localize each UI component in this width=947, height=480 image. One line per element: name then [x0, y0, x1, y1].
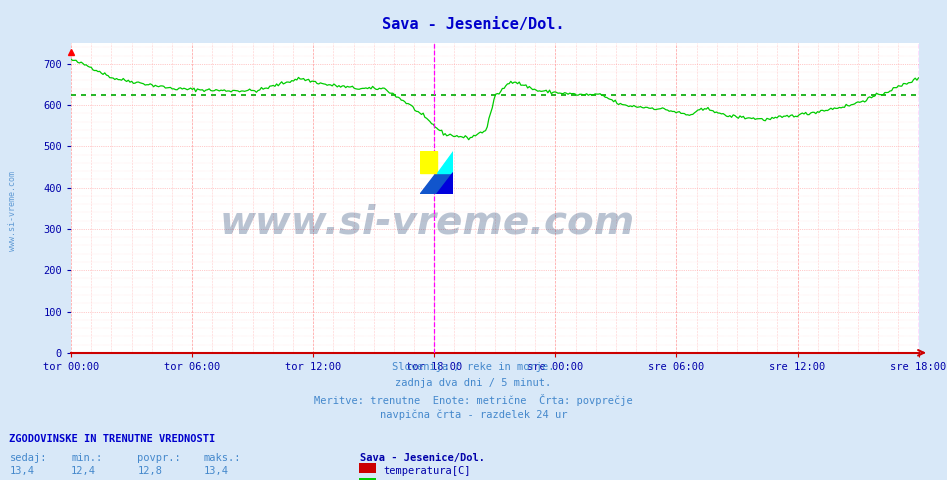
Text: sedaj:: sedaj: — [9, 453, 47, 463]
Text: 12,8: 12,8 — [137, 466, 162, 476]
Text: zadnja dva dni / 5 minut.: zadnja dva dni / 5 minut. — [396, 378, 551, 388]
Text: min.:: min.: — [71, 453, 102, 463]
Text: povpr.:: povpr.: — [137, 453, 181, 463]
Polygon shape — [437, 151, 454, 173]
Text: maks.:: maks.: — [204, 453, 241, 463]
Text: Sava - Jesenice/Dol.: Sava - Jesenice/Dol. — [383, 17, 564, 32]
Text: www.si-vreme.com: www.si-vreme.com — [220, 204, 634, 242]
Text: www.si-vreme.com: www.si-vreme.com — [8, 171, 17, 251]
Polygon shape — [420, 173, 454, 194]
Polygon shape — [437, 173, 454, 194]
Text: Sava - Jesenice/Dol.: Sava - Jesenice/Dol. — [360, 453, 485, 463]
Text: 13,4: 13,4 — [204, 466, 228, 476]
Text: Meritve: trenutne  Enote: metrične  Črta: povprečje: Meritve: trenutne Enote: metrične Črta: … — [314, 394, 633, 406]
Text: Slovenija / reke in morje.: Slovenija / reke in morje. — [392, 362, 555, 372]
Text: 12,4: 12,4 — [71, 466, 96, 476]
Text: ZGODOVINSKE IN TRENUTNE VREDNOSTI: ZGODOVINSKE IN TRENUTNE VREDNOSTI — [9, 434, 216, 444]
Text: temperatura[C]: temperatura[C] — [384, 466, 471, 476]
Bar — [420, 151, 437, 173]
Text: navpična črta - razdelek 24 ur: navpična črta - razdelek 24 ur — [380, 410, 567, 420]
Text: 13,4: 13,4 — [9, 466, 34, 476]
